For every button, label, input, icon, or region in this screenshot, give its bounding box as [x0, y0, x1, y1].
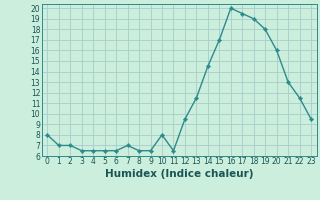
X-axis label: Humidex (Indice chaleur): Humidex (Indice chaleur) — [105, 169, 253, 179]
